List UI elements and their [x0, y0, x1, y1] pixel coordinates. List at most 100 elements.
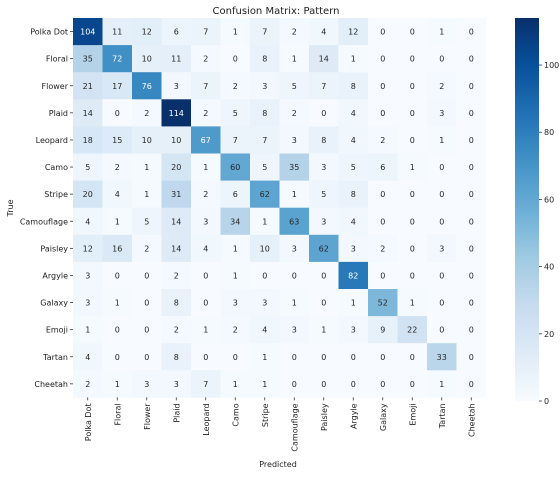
cell-7-0 [73, 207, 103, 236]
cell-value-10-10: 52 [378, 299, 388, 308]
cell-value-11-1: 0 [115, 326, 120, 335]
heatmap-cells: 104 11 12 6 7 1 7 2 4 12 0 0 1 035 72 10 11 2 0 8 1 14 1 0 0 0 021… [73, 18, 487, 398]
y-tick-label: Emoji [46, 326, 68, 335]
cell-value-6-7: 1 [292, 190, 297, 199]
cell-value-0-11: 0 [410, 28, 415, 37]
cell-1-7 [279, 45, 310, 73]
cell-value-9-13: 0 [469, 271, 474, 280]
cell-value-0-5: 1 [233, 28, 238, 37]
cell-value-3-7: 2 [292, 109, 297, 118]
cell-11-5 [220, 316, 251, 344]
cell-value-0-6: 7 [262, 28, 267, 37]
cell-value-10-9: 1 [351, 299, 356, 308]
cell-9-3 [161, 261, 192, 290]
cell-12-13 [456, 343, 487, 371]
cell-4-7 [279, 126, 310, 154]
cell-value-11-9: 3 [351, 326, 356, 335]
cell-value-8-0: 12 [83, 244, 93, 253]
cell-value-7-12: 0 [439, 217, 444, 226]
cell-8-1 [102, 234, 133, 263]
cell-1-0 [73, 45, 103, 73]
cell-11-8 [309, 316, 339, 344]
cell-5-2 [132, 153, 162, 181]
x-tick-label: Leopard [202, 403, 211, 435]
cell-2-9 [338, 72, 369, 100]
cell-value-11-2: 0 [144, 326, 149, 335]
cell-value-9-8: 0 [321, 271, 326, 280]
cell-value-1-9: 1 [351, 55, 356, 64]
cell-6-7 [279, 180, 310, 209]
cell-value-10-2: 0 [144, 299, 149, 308]
cell-value-1-10: 0 [380, 55, 385, 64]
cell-1-9 [338, 45, 369, 73]
cell-6-3 [161, 180, 192, 209]
cell-value-8-5: 1 [233, 244, 238, 253]
cell-12-1 [102, 343, 133, 371]
cell-value-4-12: 1 [439, 136, 444, 145]
cell-value-7-7: 63 [289, 217, 299, 226]
cell-value-5-5: 60 [230, 163, 240, 172]
cell-value-6-9: 8 [351, 190, 356, 199]
cell-3-3 [161, 99, 192, 127]
cell-13-9 [338, 370, 369, 398]
cell-3-13 [456, 99, 487, 127]
cell-3-10 [368, 99, 398, 127]
y-tick-label: Cheetah [34, 380, 68, 389]
cell-9-13 [456, 261, 487, 290]
cell-value-7-13: 0 [469, 217, 474, 226]
cell-8-5 [220, 234, 251, 263]
cell-value-0-1: 11 [112, 28, 122, 37]
cell-value-7-0: 4 [85, 217, 90, 226]
cell-10-1 [102, 289, 133, 317]
cell-13-12 [427, 370, 457, 398]
cell-value-11-12: 0 [439, 326, 444, 335]
cell-value-3-5: 5 [233, 109, 238, 118]
cell-value-7-3: 14 [171, 217, 181, 226]
cell-value-2-1: 17 [112, 82, 122, 91]
cell-4-1 [102, 126, 133, 154]
cell-0-9 [338, 18, 369, 46]
cell-value-6-6: 62 [260, 190, 270, 199]
cell-3-1 [102, 99, 133, 127]
cell-7-8 [309, 207, 339, 236]
cell-value-10-7: 1 [292, 299, 297, 308]
cell-value-5-12: 0 [439, 163, 444, 172]
cell-value-2-13: 0 [469, 82, 474, 91]
cell-value-5-0: 5 [85, 163, 90, 172]
cell-value-3-11: 0 [410, 109, 415, 118]
cell-3-6 [250, 99, 280, 127]
cell-12-3 [161, 343, 192, 371]
cell-9-8 [309, 261, 339, 290]
y-axis-label: True [6, 199, 15, 217]
cell-1-8 [309, 45, 339, 73]
cell-1-2 [132, 45, 162, 73]
cell-8-9 [338, 234, 369, 263]
cell-5-8 [309, 153, 339, 181]
cell-value-8-2: 2 [144, 244, 149, 253]
cell-8-0 [73, 234, 103, 263]
cell-value-3-9: 4 [351, 109, 356, 118]
cell-value-1-5: 0 [233, 55, 238, 64]
cell-value-4-9: 4 [351, 136, 356, 145]
cell-value-10-13: 0 [469, 299, 474, 308]
cell-value-0-2: 12 [142, 28, 152, 37]
cell-7-12 [427, 207, 457, 236]
cell-value-1-12: 0 [439, 55, 444, 64]
cell-11-13 [456, 316, 487, 344]
cell-value-1-13: 0 [469, 55, 474, 64]
cell-11-6 [250, 316, 280, 344]
cell-value-9-10: 0 [380, 271, 385, 280]
cell-value-2-10: 0 [380, 82, 385, 91]
cell-10-2 [132, 289, 162, 317]
cell-value-4-3: 10 [171, 136, 181, 145]
cell-2-7 [279, 72, 310, 100]
cell-5-10 [368, 153, 398, 181]
cell-7-13 [456, 207, 487, 236]
cell-value-9-1: 0 [115, 271, 120, 280]
cell-4-4 [191, 126, 221, 154]
cell-value-6-12: 0 [439, 190, 444, 199]
cell-value-13-13: 0 [469, 380, 474, 389]
cell-6-9 [338, 180, 369, 209]
colorbar-tick-label: 60 [544, 195, 554, 204]
cell-13-6 [250, 370, 280, 398]
